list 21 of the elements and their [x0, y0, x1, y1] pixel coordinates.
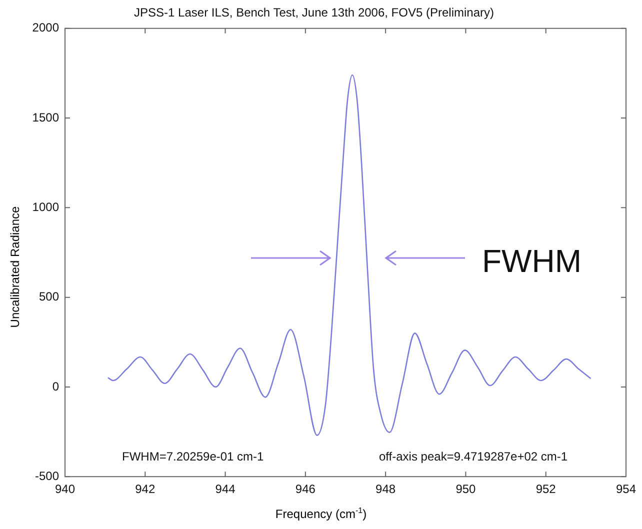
- annotation: FWHM=7.20259e-01 cm-1: [122, 450, 264, 464]
- y-axis-title: Uncalibrated Radiance: [8, 205, 22, 330]
- x-tick-label: 942: [135, 482, 156, 496]
- x-tick-label: 952: [536, 482, 556, 496]
- line-series: [107, 74, 592, 436]
- x-tick-label: 940: [54, 482, 76, 496]
- y-tick-label: 1000: [32, 200, 60, 214]
- y-tick-label: 0: [52, 379, 60, 394]
- y-tick-label: -500: [34, 468, 60, 483]
- chart-title: JPSS-1 Laser ILS, Bench Test, June 13th 2006, FOV5 (Preliminary): [134, 6, 494, 20]
- x-tick-label: 950: [456, 482, 476, 496]
- x-tick-label: 946: [295, 482, 316, 496]
- x-tick-label: 948: [376, 482, 396, 496]
- annotation: off-axis peak=9.4719287e+02 cm-1: [379, 450, 568, 464]
- x-tick-label: 944: [215, 482, 236, 496]
- y-tick-label: 1500: [32, 110, 60, 124]
- y-tick-label: 2000: [32, 20, 60, 35]
- y-tick-label: 500: [38, 290, 60, 304]
- x-axis-title: Frequency (cm$^{-1}$): [274, 506, 368, 521]
- x-tick-label: 954: [616, 482, 636, 496]
- annotation: FWHM: [482, 243, 582, 279]
